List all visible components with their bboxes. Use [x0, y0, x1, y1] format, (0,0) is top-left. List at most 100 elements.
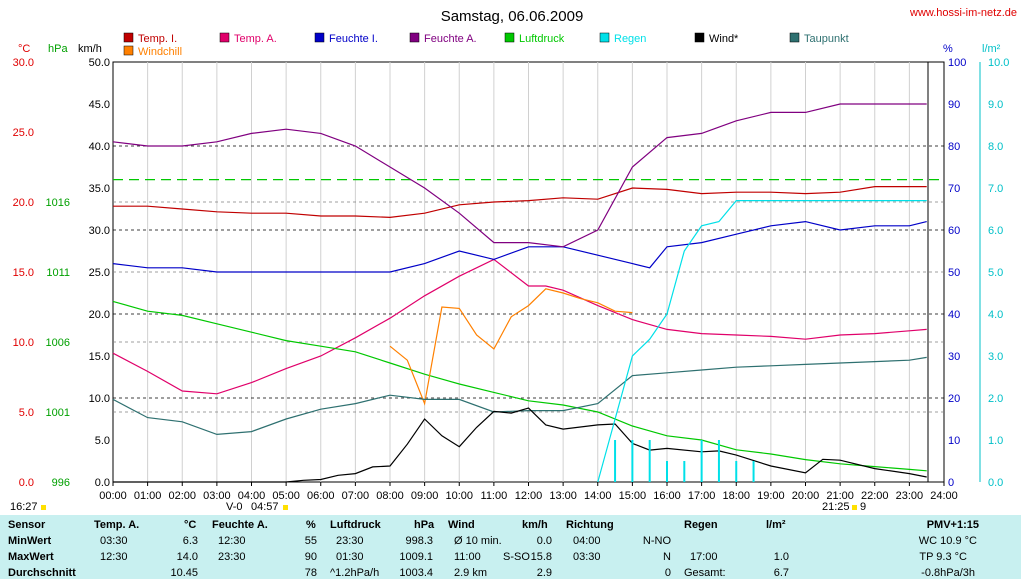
- tick-label-x: 06:00: [307, 490, 335, 502]
- wind-distance: 2.9 km: [454, 567, 488, 579]
- druck-min-time: 23:30: [336, 535, 364, 547]
- tick-label-percent: 30: [948, 351, 960, 363]
- tick-label-percent: 100: [948, 57, 966, 69]
- legend-label: Wind*: [709, 33, 739, 45]
- regen-header: Regen: [684, 519, 718, 531]
- tick-label-x: 05:00: [272, 490, 300, 502]
- wind-max-direction: S-SO: [503, 551, 530, 563]
- legend-swatch: [504, 32, 515, 43]
- series-line: [113, 407, 927, 483]
- sunset-time: 21:25: [822, 501, 850, 513]
- feuchte-max-value: 90: [304, 551, 317, 563]
- tick-label-percent: 20: [948, 393, 960, 405]
- regen-total-label: Gesamt:: [684, 567, 726, 579]
- tick-label-x: 24:00: [930, 490, 958, 502]
- legend-swatch: [219, 32, 230, 43]
- richtung-max-value: N: [663, 551, 671, 563]
- sunrise-time: 04:57: [251, 501, 279, 513]
- feuchte-header: Feuchte A.: [212, 519, 268, 531]
- tick-label-kmh: 50.0: [89, 57, 110, 69]
- wind-unit: km/h: [522, 519, 548, 531]
- wind-min-value: 0.0: [536, 535, 552, 547]
- tick-label-celsius: 15.0: [13, 267, 34, 279]
- tick-label-x: 10:00: [445, 490, 473, 502]
- series-layer: [112, 103, 927, 483]
- tick-label-x: 18:00: [722, 490, 750, 502]
- series-line: [112, 220, 927, 273]
- tick-label-x: 07:00: [342, 490, 370, 502]
- legend-label: Luftdruck: [519, 33, 565, 45]
- wind-max-value: 15.8: [530, 551, 552, 563]
- temp-max-value: 14.0: [176, 551, 198, 563]
- axis-unit-celsius: °C: [18, 43, 30, 55]
- site-url: www.hossi-im-netz.de: [909, 7, 1017, 19]
- feuchte-avg-value: 78: [304, 567, 317, 579]
- series-line: [112, 356, 927, 436]
- legend-swatch: [314, 32, 325, 43]
- tick-label-lm2: 9.0: [988, 99, 1003, 111]
- legend-label: Feuchte A.: [424, 33, 477, 45]
- wind-avg-period: Ø 10 min.: [454, 535, 502, 547]
- tick-label-percent: 10: [948, 435, 960, 447]
- tick-label-hpa: 1016: [46, 197, 70, 209]
- sunrise-marker: [283, 505, 288, 510]
- tick-label-lm2: 3.0: [988, 351, 1003, 363]
- tick-label-x: 12:00: [515, 490, 543, 502]
- feuchte-max-time: 23:30: [218, 551, 246, 563]
- weather-chart: Samstag, 06.06.2009 www.hossi-im-netz.de…: [10, 7, 1017, 513]
- tick-label-percent: 80: [948, 141, 960, 153]
- tick-label-percent: 70: [948, 183, 960, 195]
- tick-label-kmh: 40.0: [89, 141, 110, 153]
- legend-swatch: [789, 32, 800, 43]
- richtung-max-time: 03:30: [573, 551, 601, 563]
- tick-label-hpa: 1011: [46, 267, 70, 279]
- sun-markers: 16:27 V-0 04:57 21:25 9: [10, 501, 866, 513]
- tick-label-lm2: 6.0: [988, 225, 1003, 237]
- legend-label: Regen: [614, 33, 646, 45]
- regen-max-value: 1.0: [773, 551, 789, 563]
- tick-label-celsius: 0.0: [19, 477, 34, 489]
- feuchte-unit: %: [306, 519, 316, 531]
- richtung-header: Richtung: [566, 519, 614, 531]
- tick-label-kmh: 30.0: [89, 225, 110, 237]
- richtung-min-time: 04:00: [573, 535, 601, 547]
- tick-label-celsius: 25.0: [13, 127, 34, 139]
- temp-unit: °C: [184, 519, 197, 531]
- pmv-header: PMV+1:15: [926, 519, 979, 531]
- feuchte-min-value: 55: [304, 535, 317, 547]
- tick-label-x: 23:00: [896, 490, 924, 502]
- druck-max-time: 01:30: [336, 551, 364, 563]
- legend-swatch: [123, 45, 134, 56]
- tick-label-percent: 0: [948, 477, 954, 489]
- series-line: [597, 200, 927, 483]
- series-line: [389, 288, 633, 406]
- legend-swatch: [694, 32, 705, 43]
- tick-label-percent: 60: [948, 225, 960, 237]
- tick-label-celsius: 20.0: [13, 197, 34, 209]
- moon-marker-left: [41, 505, 46, 510]
- tick-label-lm2: 2.0: [988, 393, 1003, 405]
- tick-label-percent: 90: [948, 99, 960, 111]
- tick-label-x: 04:00: [238, 490, 266, 502]
- temp-min-time: 03:30: [100, 535, 128, 547]
- feuchte-min-time: 12:30: [218, 535, 246, 547]
- tick-label-lm2: 0.0: [988, 477, 1003, 489]
- tick-label-x: 21:00: [826, 490, 854, 502]
- legend-swatch: [409, 32, 420, 43]
- tick-label-kmh: 35.0: [89, 183, 110, 195]
- legend-label: Windchill: [138, 46, 182, 58]
- tick-label-kmh: 15.0: [89, 351, 110, 363]
- axis-unit-hpa: hPa: [48, 43, 68, 55]
- tick-label-x: 13:00: [549, 490, 577, 502]
- tick-label-x: 14:00: [584, 490, 612, 502]
- legend-label: Feuchte I.: [329, 33, 378, 45]
- temp-min-value: 6.3: [182, 535, 198, 547]
- wind-header: Wind: [448, 519, 475, 531]
- minwert-label: MinWert: [8, 535, 52, 547]
- tick-label-x: 01:00: [134, 490, 162, 502]
- stats-footer: Sensor MinWert MaxWert Durchschnitt Temp…: [0, 515, 1021, 579]
- tick-label-kmh: 10.0: [89, 393, 110, 405]
- tick-label-x: 20:00: [792, 490, 820, 502]
- tick-label-x: 17:00: [688, 490, 716, 502]
- tick-label-x: 19:00: [757, 490, 785, 502]
